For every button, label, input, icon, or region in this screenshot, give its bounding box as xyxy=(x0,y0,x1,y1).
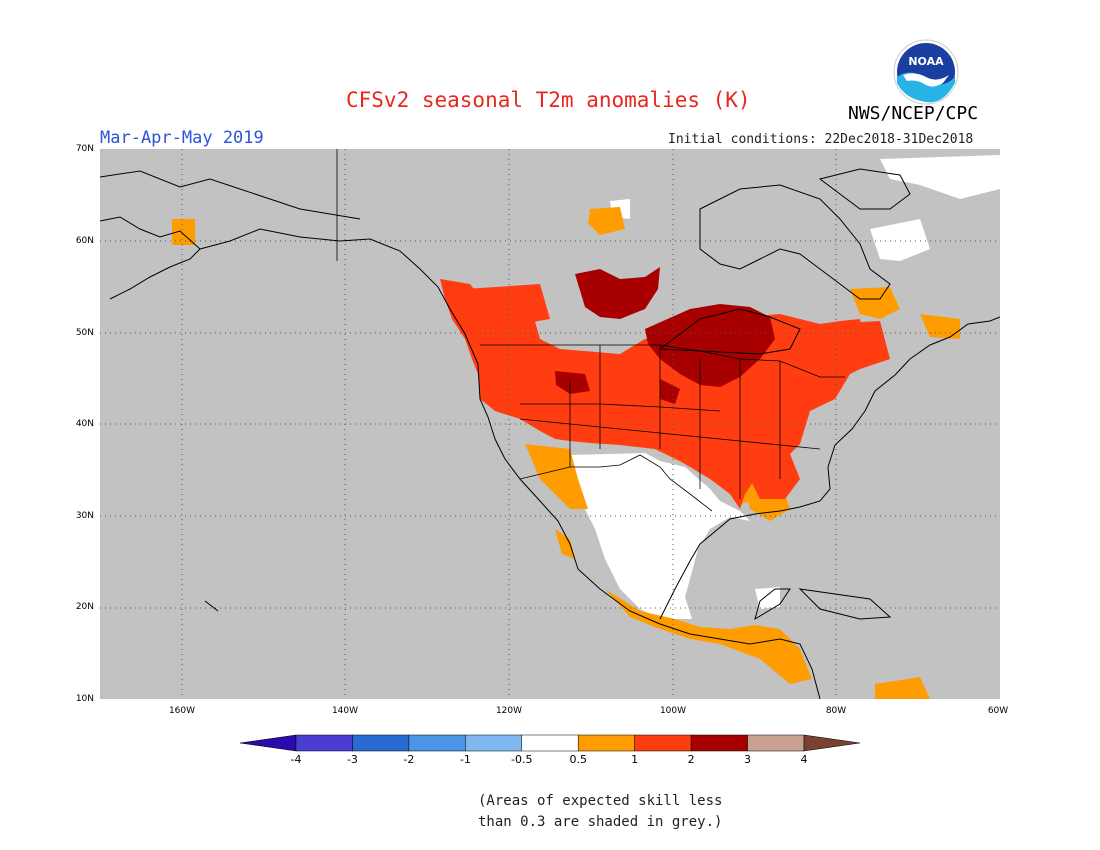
colorbar-cell xyxy=(521,734,579,752)
lon-label-140w: 140W xyxy=(331,706,359,716)
colorbar-tick-label: -4 xyxy=(290,753,302,766)
colorbar-cell xyxy=(352,734,410,752)
colorbar-cell xyxy=(577,734,635,752)
lat-label-70n: 70N xyxy=(75,144,94,154)
lon-label-60w: 60W xyxy=(987,706,1009,716)
map-title: CFSv2 seasonal T2m anomalies (K) xyxy=(346,88,751,112)
logo-text: NOAA xyxy=(908,55,944,68)
lat-label-50n: 50N xyxy=(75,328,94,338)
noaa-logo-icon: NOAA xyxy=(893,39,959,105)
boundaries xyxy=(336,149,845,512)
colorbar-tick-label: 1 xyxy=(631,753,639,766)
anomaly-shading xyxy=(172,155,1000,699)
colorbar-cell xyxy=(634,734,692,752)
colorbar-arrow-low xyxy=(240,734,297,752)
lat-label-20n: 20N xyxy=(75,602,94,612)
colorbar-tick-label: 3 xyxy=(744,753,752,766)
lon-label-80w: 80W xyxy=(825,706,847,716)
colorbar-tick-label: 4 xyxy=(800,753,808,766)
colorbar-cell xyxy=(747,734,805,752)
warm-orange-region xyxy=(525,444,588,509)
near-zero-region xyxy=(570,453,750,619)
colorbar-cell xyxy=(408,734,466,752)
colorbar xyxy=(240,734,860,752)
season-label: Mar-Apr-May 2019 xyxy=(100,128,264,148)
lat-label-10n: 10N xyxy=(75,694,94,704)
coastlines xyxy=(100,168,1000,699)
colorbar-cell xyxy=(465,734,523,752)
colorbar-tick-label: -3 xyxy=(346,753,358,766)
lat-label-40n: 40N xyxy=(75,419,94,429)
lat-label-30n: 30N xyxy=(75,511,94,521)
colorbar-tick-label: -1 xyxy=(459,753,471,766)
initial-conditions-label: Initial conditions: 22Dec2018-31Dec2018 xyxy=(668,132,974,147)
lat-label-60n: 60N xyxy=(75,236,94,246)
lon-label-160w: 160W xyxy=(168,706,196,716)
warm-darkred-region xyxy=(575,267,660,319)
agency-label: NWS/NCEP/CPC xyxy=(848,103,979,124)
graticule xyxy=(100,149,1000,699)
colorbar-tick-label: 2 xyxy=(687,753,695,766)
colorbar-tick-label: 0.5 xyxy=(569,753,587,766)
lon-label-100w: 100W xyxy=(659,706,687,716)
colorbar-cells xyxy=(240,734,860,752)
colorbar-cell xyxy=(690,734,748,752)
skill-note-line-1: (Areas of expected skill less xyxy=(478,793,723,809)
colorbar-arrow-high xyxy=(803,734,860,752)
anomaly-map xyxy=(100,149,1000,699)
skill-note-line-2: than 0.3 are shaded in grey.) xyxy=(478,814,723,830)
lon-label-120w: 120W xyxy=(495,706,523,716)
colorbar-tick-label: -0.5 xyxy=(511,753,533,766)
colorbar-tick-label: -2 xyxy=(403,753,415,766)
skill-note: (Areas of expected skill less than 0.3 a… xyxy=(478,791,722,833)
colorbar-cell xyxy=(295,734,353,752)
